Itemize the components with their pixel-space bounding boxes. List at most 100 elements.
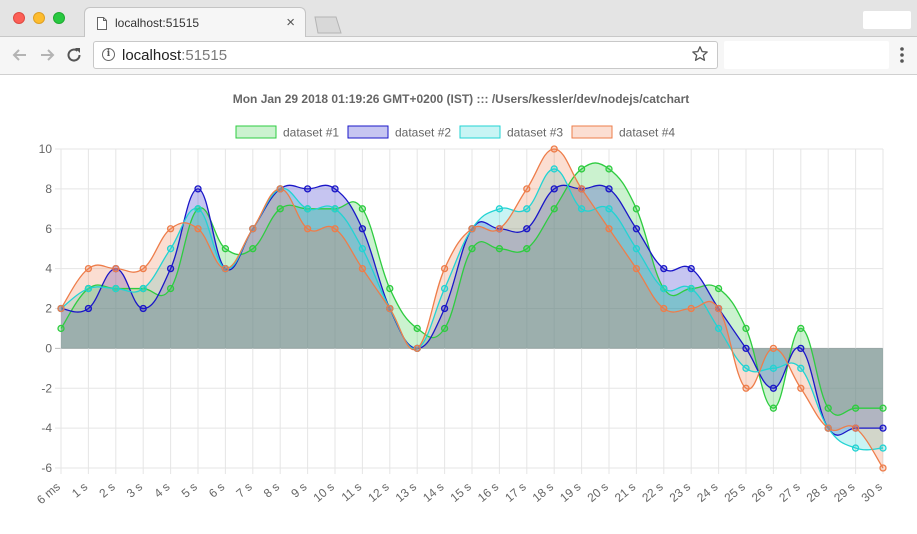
data-point[interactable] — [742, 384, 750, 392]
back-icon[interactable] — [10, 45, 30, 65]
data-point[interactable] — [166, 264, 175, 273]
data-point[interactable] — [605, 225, 613, 233]
data-point[interactable] — [660, 264, 668, 273]
menu-icon[interactable] — [898, 45, 906, 65]
data-point[interactable] — [687, 284, 695, 293]
profile-area[interactable] — [863, 11, 911, 29]
data-point[interactable] — [879, 404, 887, 412]
data-point[interactable] — [331, 185, 339, 193]
data-point[interactable] — [112, 264, 120, 273]
data-point[interactable] — [879, 444, 887, 452]
data-point[interactable] — [57, 324, 65, 333]
data-point[interactable] — [440, 284, 449, 293]
data-point[interactable] — [166, 225, 175, 233]
data-point[interactable] — [523, 245, 531, 253]
minimize-window-button[interactable] — [33, 12, 45, 24]
data-point[interactable] — [851, 444, 860, 452]
data-point[interactable] — [879, 464, 887, 472]
data-point[interactable] — [797, 364, 805, 372]
bookmark-star-icon[interactable] — [691, 45, 709, 63]
data-point[interactable] — [879, 424, 887, 432]
data-point[interactable] — [413, 344, 421, 353]
data-point[interactable] — [550, 165, 558, 173]
data-point[interactable] — [495, 245, 504, 253]
data-point[interactable] — [139, 304, 147, 313]
data-point[interactable] — [769, 404, 778, 412]
legend-item-2[interactable]: dataset #2 — [347, 125, 451, 140]
data-point[interactable] — [824, 424, 832, 432]
data-point[interactable] — [386, 304, 394, 313]
data-point[interactable] — [440, 264, 449, 273]
data-point[interactable] — [139, 284, 147, 293]
data-point[interactable] — [84, 304, 93, 313]
data-point[interactable] — [221, 245, 230, 253]
legend-item-4[interactable]: dataset #4 — [571, 125, 675, 140]
data-point[interactable] — [166, 245, 175, 253]
data-point[interactable] — [687, 264, 695, 273]
data-point[interactable] — [605, 185, 613, 193]
data-point[interactable] — [495, 225, 504, 233]
legend-item-1[interactable]: dataset #1 — [235, 125, 339, 140]
data-point[interactable] — [714, 304, 723, 313]
data-point[interactable] — [797, 344, 805, 353]
data-point[interactable] — [550, 145, 558, 153]
close-window-button[interactable] — [13, 12, 25, 24]
data-point[interactable] — [221, 264, 230, 273]
tab-localhost[interactable]: localhost:51515 × — [84, 7, 306, 38]
data-point[interactable] — [331, 225, 339, 233]
reload-icon[interactable] — [64, 45, 84, 65]
legend-item-3[interactable]: dataset #3 — [459, 125, 563, 140]
data-point[interactable] — [550, 185, 558, 193]
data-point[interactable] — [386, 284, 394, 293]
data-point[interactable] — [769, 364, 778, 372]
data-point[interactable] — [276, 205, 284, 213]
new-tab-button[interactable] — [314, 16, 342, 34]
data-point[interactable] — [194, 225, 202, 233]
data-point[interactable] — [714, 324, 723, 333]
data-point[interactable] — [632, 205, 641, 213]
forward-icon[interactable] — [37, 45, 57, 65]
data-point[interactable] — [851, 404, 860, 412]
data-point[interactable] — [166, 284, 175, 293]
data-point[interactable] — [57, 304, 65, 313]
data-point[interactable] — [824, 404, 832, 412]
data-point[interactable] — [440, 324, 449, 333]
data-point[interactable] — [303, 225, 312, 233]
zoom-window-button[interactable] — [53, 12, 65, 24]
data-point[interactable] — [660, 304, 668, 313]
data-point[interactable] — [139, 264, 147, 273]
data-point[interactable] — [303, 185, 312, 193]
data-point[interactable] — [769, 344, 778, 353]
data-point[interactable] — [358, 205, 367, 213]
data-point[interactable] — [303, 205, 312, 213]
data-point[interactable] — [440, 304, 449, 313]
info-icon[interactable]: i — [102, 48, 115, 61]
data-point[interactable] — [851, 424, 860, 432]
close-tab-icon[interactable]: × — [286, 14, 295, 31]
data-point[interactable] — [523, 185, 531, 193]
data-point[interactable] — [194, 205, 202, 213]
data-point[interactable] — [194, 185, 202, 193]
data-point[interactable] — [358, 225, 367, 233]
data-point[interactable] — [550, 205, 558, 213]
data-point[interactable] — [112, 284, 120, 293]
data-point[interactable] — [468, 225, 476, 233]
data-point[interactable] — [742, 344, 750, 353]
data-point[interactable] — [742, 324, 750, 333]
data-point[interactable] — [84, 284, 93, 293]
data-point[interactable] — [797, 384, 805, 392]
address-bar[interactable]: i localhost:51515 — [93, 41, 718, 69]
data-point[interactable] — [769, 384, 778, 392]
data-point[interactable] — [632, 225, 641, 233]
data-point[interactable] — [687, 304, 695, 313]
data-point[interactable] — [577, 165, 586, 173]
data-point[interactable] — [413, 324, 421, 333]
data-point[interactable] — [358, 264, 367, 273]
data-point[interactable] — [249, 245, 257, 253]
data-point[interactable] — [577, 205, 586, 213]
data-point[interactable] — [331, 205, 339, 213]
data-point[interactable] — [660, 284, 668, 293]
data-point[interactable] — [276, 185, 284, 193]
data-point[interactable] — [605, 205, 613, 213]
data-point[interactable] — [468, 245, 476, 253]
